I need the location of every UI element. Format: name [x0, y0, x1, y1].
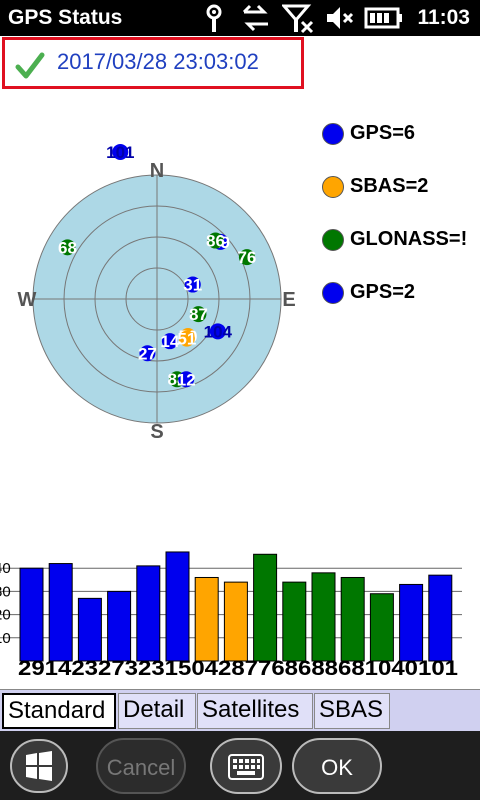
satellite-marker	[178, 330, 195, 347]
legend-color-dot	[322, 281, 344, 304]
data-arrows-icon	[242, 4, 268, 32]
y-tick-label: 10	[0, 630, 11, 647]
legend-item: GPS=6	[322, 122, 415, 145]
compass-west: W	[18, 289, 37, 311]
app-title: GPS Status	[8, 6, 123, 29]
checkmark-icon	[15, 52, 45, 79]
signal-bar	[399, 583, 424, 662]
satellite-marker	[112, 143, 129, 160]
signal-bar-chart: 40 30 20 10 2914232732315042877686886810401…	[0, 551, 462, 675]
satellite-id-label: 101	[106, 143, 134, 162]
satellite-id-label: 14	[160, 332, 179, 351]
tab-standard[interactable]: Standard	[2, 693, 116, 729]
ok-button[interactable]: OK	[292, 738, 382, 794]
no-signal-icon	[282, 4, 314, 34]
satellite-id-label: 31	[183, 276, 202, 295]
signal-bar	[282, 581, 307, 662]
satellite-id-label: 76	[237, 248, 256, 267]
satellite-marker	[207, 232, 224, 249]
satellite-id-label: 27	[138, 344, 157, 363]
signal-bar	[136, 565, 161, 662]
tab-sbas[interactable]: SBAS	[314, 693, 390, 729]
keyboard-icon	[228, 754, 264, 780]
legend-label: GPS=2	[350, 281, 416, 304]
legend-label: SBAS=2	[350, 175, 429, 198]
keyboard-button[interactable]	[210, 738, 282, 794]
fix-timestamp: 2017/03/28 23:03:02	[57, 49, 259, 74]
signal-bar	[311, 572, 336, 662]
satellite-id-label: 87	[189, 305, 208, 324]
clock: 11:03	[417, 6, 470, 29]
compass-north: N	[150, 160, 164, 182]
satellite-id-label: 86	[206, 232, 225, 251]
legend-item: SBAS=2	[322, 175, 428, 198]
satellite-marker	[139, 345, 156, 362]
signal-bar	[223, 581, 248, 662]
y-tick-label: 30	[0, 583, 11, 600]
status-bar: GPS Status 11:03	[0, 0, 480, 36]
legend-label: GLONASS=!	[350, 228, 468, 251]
gps-antenna-icon	[206, 4, 222, 32]
legend-item: GLONASS=!	[322, 228, 467, 251]
tab-satellites[interactable]: Satellites	[197, 693, 313, 729]
legend-color-dot	[322, 228, 344, 251]
windows-logo-icon	[26, 751, 52, 781]
fix-time-box: 2017/03/28 23:03:02	[2, 37, 304, 89]
signal-bar	[428, 574, 453, 662]
signal-bar	[340, 576, 365, 662]
satellite-id-label: 68	[58, 238, 77, 257]
satellite-marker	[209, 323, 226, 340]
legend-color-dot	[322, 122, 344, 145]
signal-bar	[369, 593, 394, 662]
start-button[interactable]	[10, 739, 68, 793]
app-bar: Cancel OK	[0, 731, 480, 800]
satellite-marker	[190, 306, 207, 323]
satellite-id-label: 51	[177, 330, 196, 349]
x-axis-satellite-labels: 291423273231504287768688681040101	[18, 657, 458, 675]
legend-color-dot	[322, 175, 344, 198]
satellite-marker	[161, 333, 178, 350]
signal-bar	[77, 597, 102, 662]
signal-bar	[19, 567, 44, 662]
signal-bar	[107, 590, 132, 662]
signal-bar	[194, 576, 219, 662]
y-tick-label: 20	[0, 607, 11, 624]
satellite-marker	[184, 276, 201, 293]
compass-south: S	[150, 421, 163, 440]
satellite-marker	[238, 249, 255, 266]
speaker-muted-icon	[327, 7, 354, 29]
signal-bar	[165, 551, 190, 662]
legend-item: GPS=2	[322, 281, 415, 304]
signal-bar	[48, 563, 73, 662]
y-tick-label: 40	[0, 560, 11, 577]
compass-east: E	[282, 289, 295, 311]
legend-label: GPS=6	[350, 122, 416, 145]
battery-icon	[364, 7, 402, 29]
satellite-id-label: 12	[177, 370, 196, 389]
sky-plot: N S E W 101682986763187104505114278812	[18, 143, 296, 440]
cancel-button[interactable]: Cancel	[96, 738, 186, 794]
satellite-marker	[178, 371, 195, 388]
signal-bar	[253, 553, 278, 662]
tab-detail[interactable]: Detail	[118, 693, 196, 729]
tab-bar: Standard Detail Satellites SBAS	[0, 689, 480, 732]
satellite-id-label: 104	[204, 322, 233, 341]
satellite-marker	[59, 239, 76, 256]
